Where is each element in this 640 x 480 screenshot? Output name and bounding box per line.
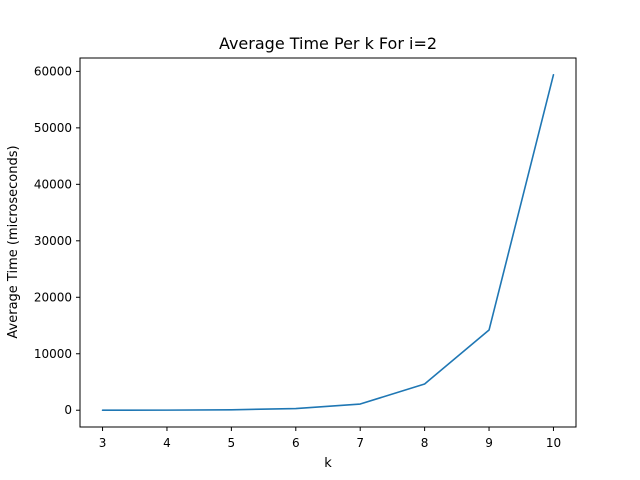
x-tick-label: 10 xyxy=(546,436,561,450)
y-tick-label: 50000 xyxy=(34,121,72,135)
x-tick-label: 7 xyxy=(356,436,364,450)
x-tick-label: 9 xyxy=(485,436,493,450)
x-tick-label: 3 xyxy=(99,436,107,450)
y-tick-label: 30000 xyxy=(34,234,72,248)
y-axis: 0 10000 20000 30000 40000 50000 60000 xyxy=(34,64,80,417)
y-tick-label: 60000 xyxy=(34,64,72,78)
x-axis: 3 4 5 6 7 8 9 10 xyxy=(99,427,561,450)
x-tick-label: 4 xyxy=(163,436,171,450)
series-line xyxy=(101,73,555,412)
x-axis-label: k xyxy=(324,456,332,471)
x-tick-label: 8 xyxy=(421,436,429,450)
chart-title: Average Time Per k For i=2 xyxy=(219,34,437,53)
y-tick-label: 10000 xyxy=(34,347,72,361)
y-tick-label: 20000 xyxy=(34,290,72,304)
y-tick-label: 40000 xyxy=(34,177,72,191)
y-tick-label: 0 xyxy=(64,403,72,417)
y-axis-label: Average Time (microseconds) xyxy=(6,145,21,338)
x-tick-label: 6 xyxy=(292,436,300,450)
plot-area-frame xyxy=(79,57,577,428)
x-tick-label: 5 xyxy=(228,436,236,450)
